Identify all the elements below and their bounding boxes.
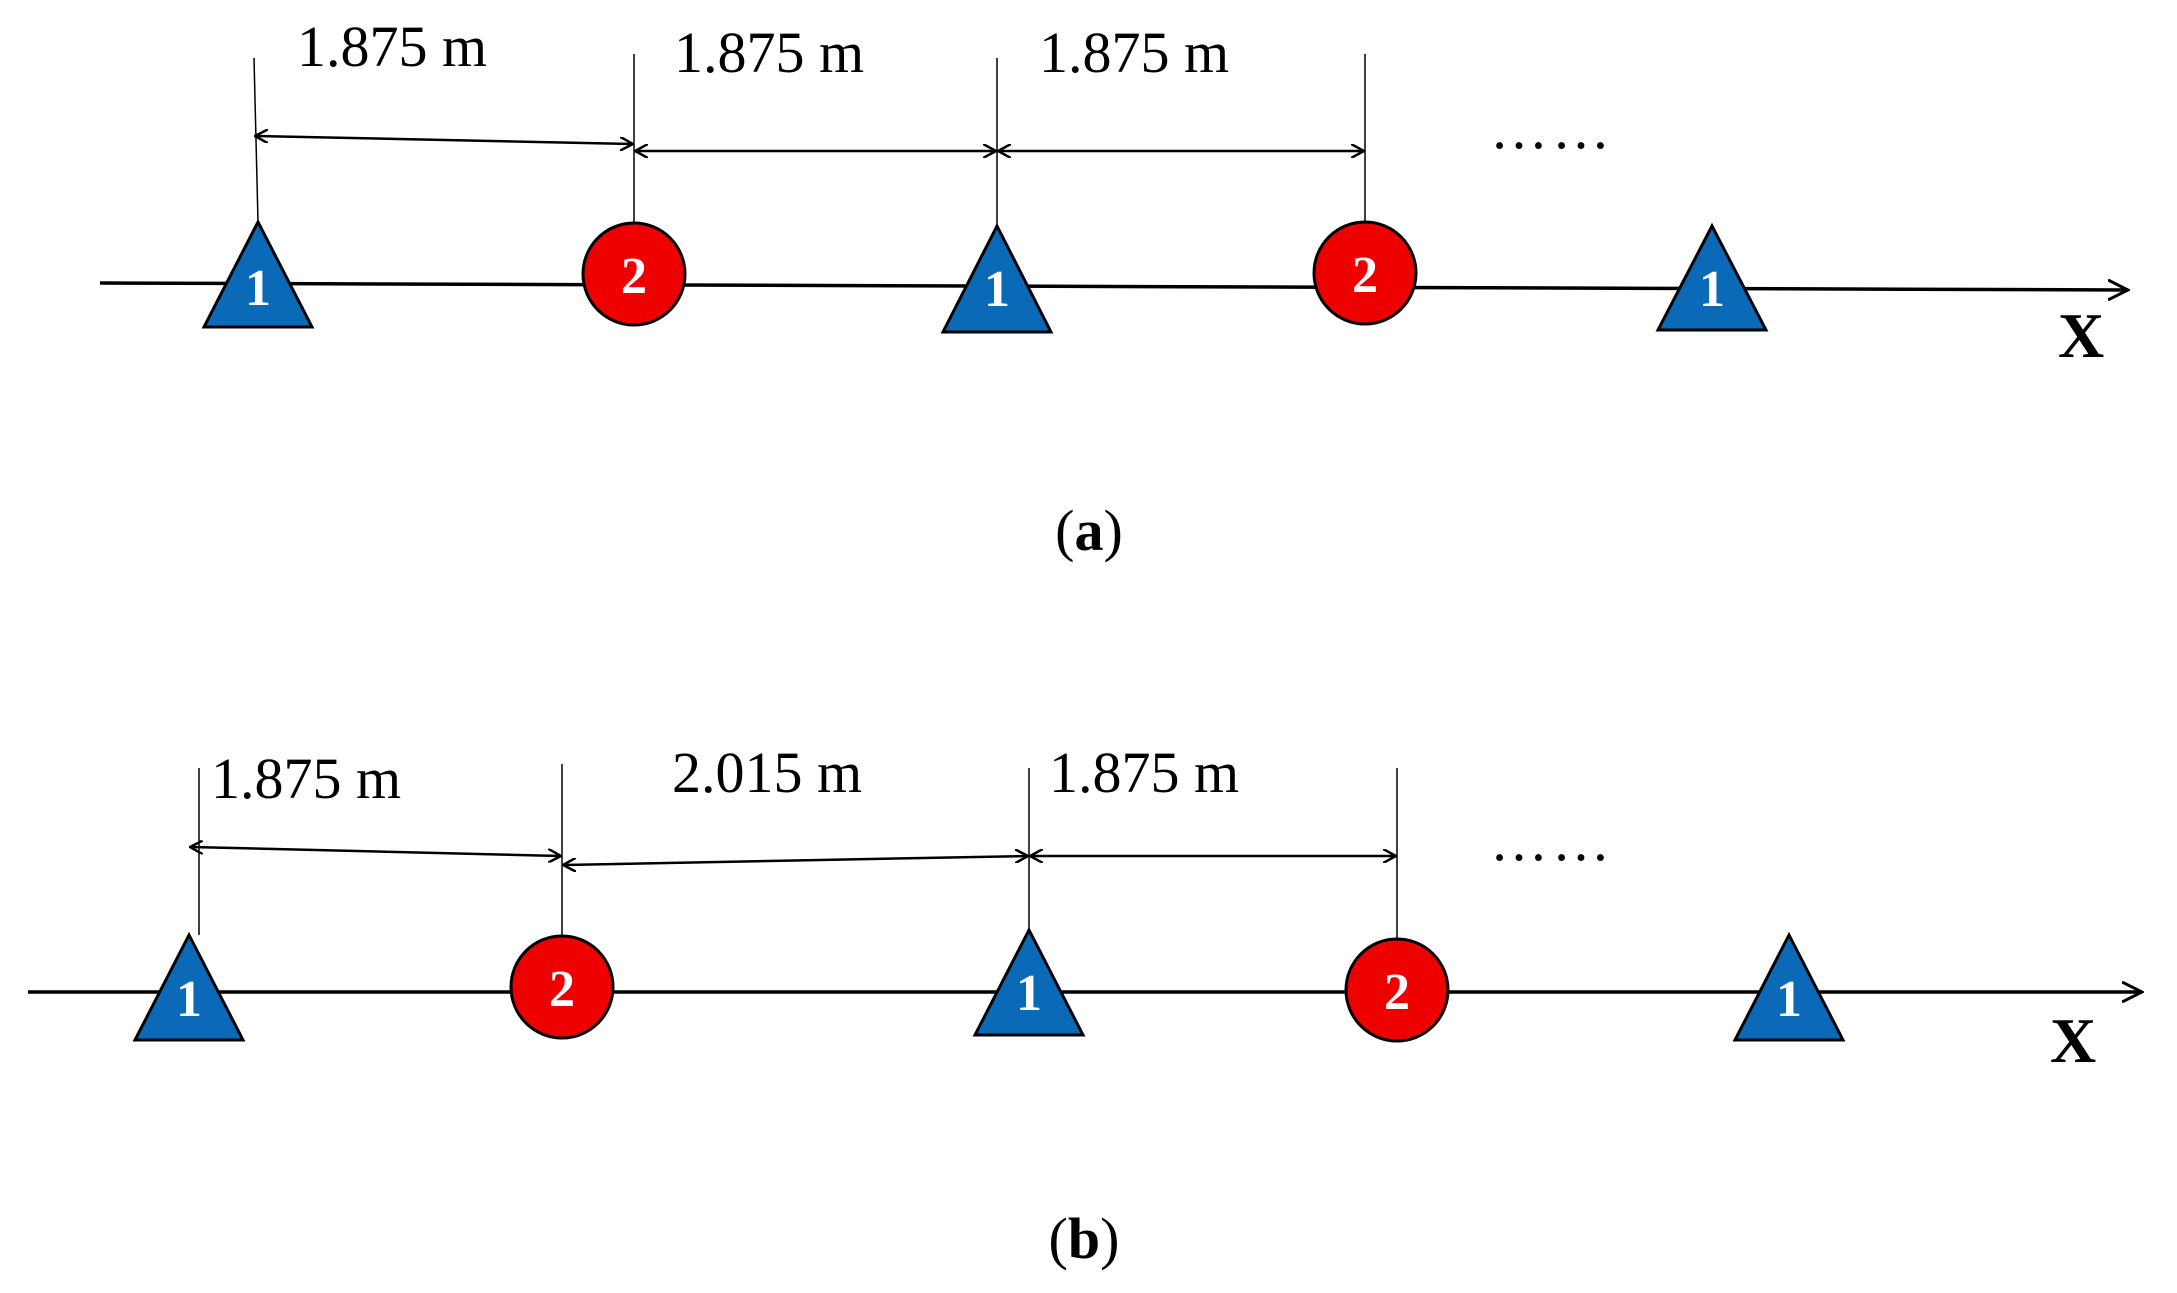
marker-type-2: 2 bbox=[581, 221, 687, 327]
marker-type-1: 1 bbox=[972, 926, 1086, 1037]
dimension-arrow bbox=[564, 856, 1027, 865]
x-axis-label-b: X bbox=[2050, 1005, 2096, 1076]
svg-text:1: 1 bbox=[1776, 971, 1802, 1028]
svg-text:1: 1 bbox=[1699, 261, 1725, 318]
marker-type-2: 2 bbox=[509, 934, 615, 1040]
marker-type-1: 1 bbox=[1655, 222, 1769, 332]
caption-a: (a) bbox=[1055, 498, 1123, 563]
svg-text:2: 2 bbox=[549, 961, 575, 1018]
ellipsis: …… bbox=[1490, 96, 1614, 161]
spacing-label: 1.875 m bbox=[297, 14, 487, 79]
x-axis-line-a bbox=[99, 283, 2128, 290]
svg-text:1: 1 bbox=[1016, 965, 1042, 1022]
spacing-label: 1.875 m bbox=[1049, 740, 1239, 805]
ellipsis: …… bbox=[1490, 808, 1614, 873]
marker-type-2: 2 bbox=[1344, 937, 1450, 1043]
svg-text:1: 1 bbox=[984, 261, 1010, 318]
svg-text:2: 2 bbox=[1384, 964, 1410, 1021]
svg-text:1: 1 bbox=[176, 971, 202, 1028]
caption-b: (b) bbox=[1049, 1206, 1120, 1271]
panel-a: X 1.875 m 1.875 m 1.875 m …… 1 2 1 bbox=[99, 14, 2128, 563]
spacing-label: 1.875 m bbox=[211, 746, 401, 811]
marker-type-1: 1 bbox=[1732, 931, 1846, 1042]
panel-b: X 1.875 m 2.015 m 1.875 m …… 1 2 1 bbox=[28, 740, 2142, 1271]
marker-type-2: 2 bbox=[1312, 220, 1418, 326]
marker-type-1: 1 bbox=[132, 931, 246, 1042]
spacing-label: 2.015 m bbox=[672, 740, 862, 805]
marker-type-1: 1 bbox=[940, 222, 1054, 334]
svg-text:1: 1 bbox=[245, 260, 271, 317]
marker-type-1: 1 bbox=[201, 218, 315, 329]
spacing-label: 1.875 m bbox=[674, 20, 864, 85]
spacing-label: 1.875 m bbox=[1039, 20, 1229, 85]
x-axis-label-a: X bbox=[2058, 300, 2104, 371]
dimension-arrow bbox=[256, 136, 632, 144]
extension-line bbox=[253, 57, 259, 223]
svg-text:2: 2 bbox=[1352, 247, 1378, 304]
svg-text:2: 2 bbox=[621, 248, 647, 305]
dimension-arrow bbox=[191, 847, 560, 856]
